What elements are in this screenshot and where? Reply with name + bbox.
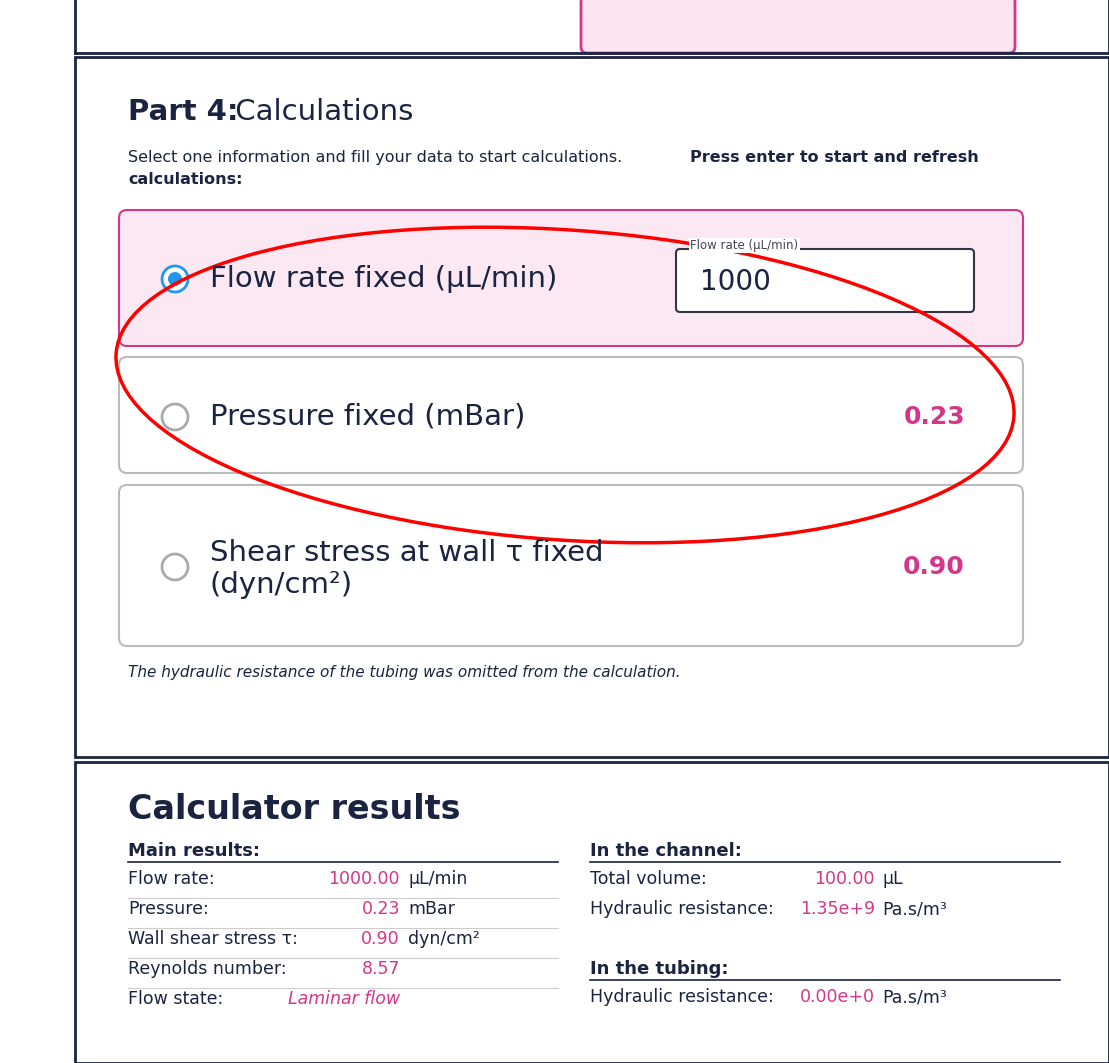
Text: Press enter to start and refresh: Press enter to start and refresh <box>690 150 979 165</box>
Text: In the tubing:: In the tubing: <box>590 960 729 978</box>
Text: (dyn/cm²): (dyn/cm²) <box>210 571 353 598</box>
FancyBboxPatch shape <box>119 357 1022 473</box>
FancyBboxPatch shape <box>75 57 1109 757</box>
Text: Calculations: Calculations <box>226 98 414 126</box>
Text: Total volume:: Total volume: <box>590 870 706 888</box>
Text: Reynolds number:: Reynolds number: <box>128 960 286 978</box>
Text: 1000: 1000 <box>700 268 771 296</box>
Text: Pa.s/m³: Pa.s/m³ <box>882 900 947 918</box>
Text: Main results:: Main results: <box>128 842 260 860</box>
Text: Calculator results: Calculator results <box>128 793 460 826</box>
Text: Flow rate fixed (μL/min): Flow rate fixed (μL/min) <box>210 265 558 293</box>
Text: The hydraulic resistance of the tubing was omitted from the calculation.: The hydraulic resistance of the tubing w… <box>128 665 681 680</box>
Circle shape <box>162 554 189 580</box>
Text: Pressure fixed (mBar): Pressure fixed (mBar) <box>210 403 526 431</box>
Circle shape <box>162 266 189 292</box>
Text: Pa.s/m³: Pa.s/m³ <box>882 988 947 1006</box>
Text: Part 4:: Part 4: <box>128 98 238 126</box>
Text: dyn/cm²: dyn/cm² <box>408 930 480 948</box>
Circle shape <box>167 272 182 286</box>
Text: Hydraulic resistance:: Hydraulic resistance: <box>590 900 774 918</box>
Text: 0.00e+0: 0.00e+0 <box>800 988 875 1006</box>
Text: μL: μL <box>882 870 903 888</box>
Text: calculations:: calculations: <box>128 172 243 187</box>
Text: 0.90: 0.90 <box>903 555 965 579</box>
Circle shape <box>162 404 189 431</box>
Text: Wall shear stress τ:: Wall shear stress τ: <box>128 930 298 948</box>
FancyBboxPatch shape <box>119 210 1022 345</box>
Text: Select one information and fill your data to start calculations.: Select one information and fill your dat… <box>128 150 628 165</box>
Text: In the channel:: In the channel: <box>590 842 742 860</box>
Text: Flow rate:: Flow rate: <box>128 870 215 888</box>
FancyBboxPatch shape <box>676 249 974 313</box>
Text: 0.90: 0.90 <box>362 930 400 948</box>
Text: Shear stress at wall τ fixed: Shear stress at wall τ fixed <box>210 539 603 567</box>
Text: 0.23: 0.23 <box>362 900 400 918</box>
FancyBboxPatch shape <box>75 762 1109 1063</box>
Text: mBar: mBar <box>408 900 455 918</box>
Text: Flow state:: Flow state: <box>128 990 223 1008</box>
Text: 1000.00: 1000.00 <box>328 870 400 888</box>
Text: 0.23: 0.23 <box>904 405 965 429</box>
FancyBboxPatch shape <box>581 0 1015 53</box>
Text: Laminar flow: Laminar flow <box>288 990 400 1008</box>
Text: 8.57: 8.57 <box>362 960 400 978</box>
Text: 1.35e+9: 1.35e+9 <box>800 900 875 918</box>
FancyBboxPatch shape <box>119 485 1022 646</box>
Text: Hydraulic resistance:: Hydraulic resistance: <box>590 988 774 1006</box>
Text: Pressure:: Pressure: <box>128 900 208 918</box>
Text: 100.00: 100.00 <box>814 870 875 888</box>
Text: Flow rate (μL/min): Flow rate (μL/min) <box>690 239 798 252</box>
Text: μL/min: μL/min <box>408 870 467 888</box>
